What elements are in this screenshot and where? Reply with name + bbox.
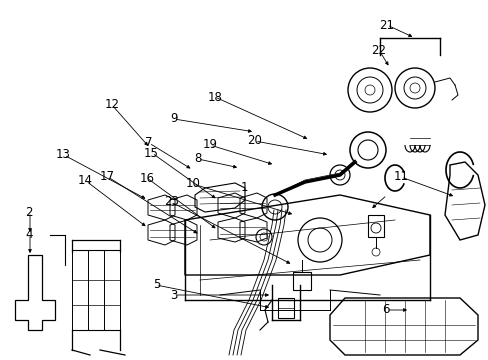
Text: 22: 22 [371,44,386,57]
Text: 6: 6 [382,303,389,316]
Text: 4: 4 [25,228,33,240]
Text: 14: 14 [78,174,93,186]
Bar [278,298,293,318]
Bar [292,272,310,290]
Text: 19: 19 [203,138,217,150]
Text: 16: 16 [139,172,154,185]
Text: 18: 18 [207,91,222,104]
Text: 9: 9 [169,112,177,125]
Text: 15: 15 [144,147,159,159]
Text: 7: 7 [145,136,153,149]
Text: 13: 13 [56,148,71,161]
Text: 3: 3 [169,289,177,302]
Text: 23: 23 [163,195,178,208]
Text: 21: 21 [378,19,393,32]
Text: 10: 10 [185,177,200,190]
Text: 1: 1 [240,181,248,194]
Text: 11: 11 [393,170,407,183]
Text: 5: 5 [152,278,160,291]
Text: 2: 2 [25,206,33,219]
Text: 17: 17 [100,170,115,183]
Text: 20: 20 [246,134,261,147]
Text: 12: 12 [105,98,120,111]
Text: 8: 8 [194,152,202,165]
Bar [367,215,383,237]
